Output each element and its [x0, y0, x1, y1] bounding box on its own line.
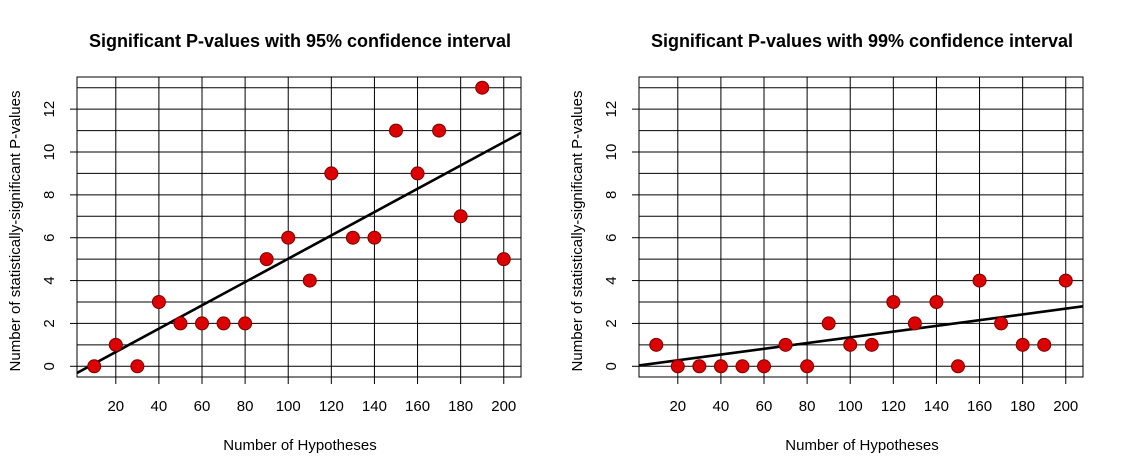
data-point [886, 295, 901, 309]
data-point [713, 359, 728, 374]
plot-frame [76, 76, 522, 378]
fit-line [639, 305, 1083, 367]
x-axis-ticks: 20 40 60 80 100 120 140 160 180 200 [669, 377, 1078, 415]
data-point [692, 359, 707, 374]
data-point [367, 230, 382, 245]
chart-panel-99: Significant P-values with 99% confidence… [569, 31, 1084, 454]
data-point [821, 316, 836, 331]
data-point [907, 316, 922, 331]
x-tick-label: 120 [319, 398, 344, 415]
chart-panel-95: Significant P-values with 95% confidence… [7, 31, 522, 454]
data-point [1037, 337, 1052, 352]
data-point [1058, 273, 1073, 288]
data-point [649, 337, 664, 352]
x-tick-label: 40 [713, 398, 730, 415]
x-tick-label: 180 [448, 398, 473, 415]
x-tick-label: 80 [799, 398, 816, 415]
y-tick-label: 2 [41, 319, 58, 327]
y-tick-label: 8 [603, 191, 620, 199]
y-tick-label: 2 [603, 319, 620, 327]
y-tick-label: 4 [603, 276, 620, 284]
data-point [195, 316, 210, 331]
data-point [950, 359, 965, 374]
y-tick-label: 12 [41, 101, 58, 118]
y-axis-label: Number of statistically-significant P-va… [569, 91, 586, 372]
plot-frame [638, 76, 1084, 378]
data-point [302, 273, 317, 288]
data-points [87, 80, 511, 374]
y-tick-label: 10 [41, 144, 58, 161]
y-tick-label: 0 [41, 362, 58, 370]
data-point [972, 273, 987, 288]
x-axis-label: Number of Hypotheses [223, 437, 376, 454]
y-axis-ticks: 0 2 4 6 8 10 12 [603, 101, 639, 370]
data-point [778, 337, 793, 352]
fit-line-group [639, 305, 1083, 367]
x-tick-label: 200 [491, 398, 516, 415]
data-point [757, 359, 772, 374]
data-point [800, 359, 815, 374]
x-tick-label: 60 [756, 398, 773, 415]
data-point [410, 166, 425, 181]
grid [77, 77, 521, 377]
x-tick-label: 160 [967, 398, 992, 415]
data-point [453, 209, 468, 224]
data-point [87, 359, 102, 374]
data-point [345, 230, 360, 245]
x-tick-label: 100 [838, 398, 863, 415]
data-point [843, 337, 858, 352]
data-point [1015, 337, 1030, 352]
data-point [173, 316, 188, 331]
data-points [649, 273, 1073, 374]
x-tick-label: 40 [151, 398, 168, 415]
data-point [432, 123, 447, 138]
data-point [496, 252, 511, 267]
y-tick-label: 0 [603, 362, 620, 370]
grid [639, 77, 1083, 377]
data-point [108, 337, 123, 352]
x-tick-label: 20 [107, 398, 124, 415]
data-point [994, 316, 1009, 331]
y-tick-label: 12 [603, 101, 620, 118]
data-point [324, 166, 339, 181]
data-point [670, 359, 685, 374]
data-point [130, 359, 145, 374]
data-point [864, 337, 879, 352]
data-point [259, 252, 274, 267]
x-tick-label: 180 [1010, 398, 1035, 415]
x-axis-label: Number of Hypotheses [785, 437, 938, 454]
x-tick-label: 140 [924, 398, 949, 415]
x-tick-label: 160 [405, 398, 430, 415]
x-tick-label: 20 [669, 398, 686, 415]
y-axis-label: Number of statistically-significant P-va… [7, 91, 24, 372]
x-tick-label: 120 [881, 398, 906, 415]
y-tick-label: 6 [41, 234, 58, 242]
data-point [216, 316, 231, 331]
data-point [151, 295, 166, 309]
y-tick-label: 8 [41, 191, 58, 199]
fit-line [77, 131, 521, 375]
data-point [238, 316, 253, 331]
data-point [735, 359, 750, 374]
x-tick-label: 140 [362, 398, 387, 415]
data-point [475, 80, 490, 95]
x-tick-label: 100 [276, 398, 301, 415]
y-axis-ticks: 0 2 4 6 8 10 12 [41, 101, 77, 370]
y-tick-label: 6 [603, 234, 620, 242]
x-tick-label: 60 [194, 398, 211, 415]
y-tick-label: 10 [603, 144, 620, 161]
y-tick-label: 4 [41, 276, 58, 284]
x-axis-ticks: 20 40 60 80 100 120 140 160 180 200 [107, 377, 516, 415]
data-point [929, 295, 944, 309]
data-point [388, 123, 403, 138]
chart-title: Significant P-values with 99% confidence… [651, 31, 1073, 51]
fit-line-group [77, 131, 521, 375]
chart-title: Significant P-values with 95% confidence… [89, 31, 511, 51]
data-point [281, 230, 296, 245]
x-tick-label: 200 [1053, 398, 1078, 415]
x-tick-label: 80 [237, 398, 254, 415]
